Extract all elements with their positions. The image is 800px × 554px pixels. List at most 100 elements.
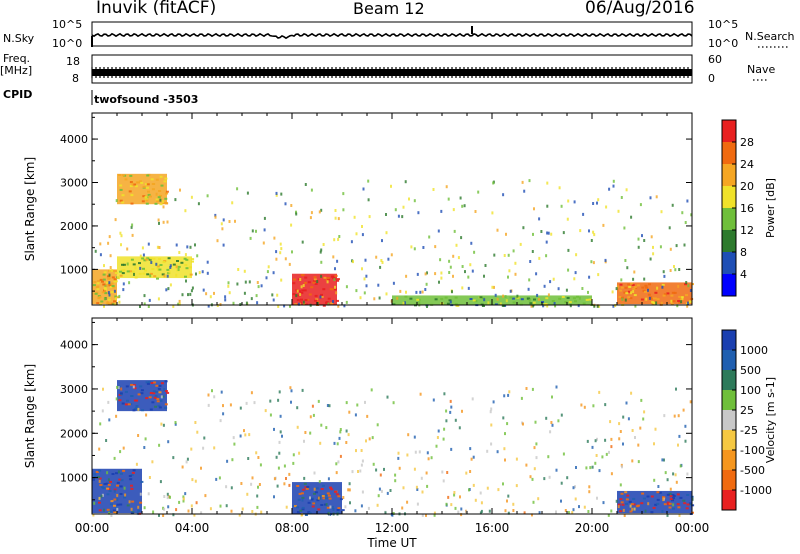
velocity-panel-point [342, 496, 345, 499]
power-panel-point [680, 300, 683, 304]
velocity-panel-point [574, 485, 576, 489]
nsky-line [91, 32, 693, 40]
velocity-panel-point [354, 509, 357, 513]
velocity-panel-speckle [140, 392, 144, 395]
velocity-panel-speckle [296, 506, 300, 509]
power-panel-point [155, 262, 158, 266]
power-colorbar-swatch [722, 120, 736, 142]
velocity-panel-speckle [158, 406, 162, 409]
velocity-panel-point [251, 476, 254, 480]
velocity-panel-speckle [113, 498, 117, 501]
power-panel-speckle [121, 272, 125, 275]
power-panel-speckle [329, 288, 333, 291]
velocity-panel-speckle [95, 471, 99, 473]
power-panel-speckle [620, 286, 624, 289]
velocity-panel-point [618, 437, 621, 441]
velocity-panel-point [468, 488, 470, 492]
power-panel-point [415, 290, 418, 294]
power-panel-point [674, 268, 677, 272]
power-panel-point [139, 266, 142, 270]
power-panel-point [175, 273, 178, 277]
velocity-panel-speckle [137, 509, 141, 512]
power-panel-speckle [93, 281, 97, 283]
power-panel-speckle [440, 297, 444, 300]
power-panel-point [280, 192, 283, 196]
power-panel-point [109, 266, 112, 269]
velocity-panel-point [101, 409, 104, 413]
power-panel-point [228, 220, 231, 223]
velocity-panel-point [107, 400, 110, 404]
power-panel-speckle [185, 258, 189, 261]
velocity-panel-point [110, 514, 113, 517]
power-panel-speckle [644, 284, 648, 287]
power-panel-point [483, 298, 486, 302]
power-panel-point [461, 286, 464, 290]
velocity-panel-point [289, 386, 292, 390]
velocity-panel-speckle [301, 496, 305, 499]
velocity-panel-point [301, 513, 304, 517]
power-panel-point [300, 285, 303, 289]
velocity-panel-point [454, 418, 457, 422]
velocity-panel-point [226, 459, 229, 463]
power-panel-speckle [119, 199, 123, 202]
velocity-panel-speckle [679, 496, 683, 499]
power-panel-point [684, 221, 687, 224]
velocity-panel-speckle [128, 475, 132, 477]
velocity-colorbar-frame [721, 329, 737, 511]
power-colorbar-tick-label: 8 [740, 246, 747, 259]
velocity-panel-point [520, 396, 523, 400]
power-panel-speckle [320, 295, 324, 298]
velocity-panel-speckle [113, 504, 116, 507]
velocity-panel-speckle [656, 491, 660, 494]
velocity-panel-speckle [304, 514, 308, 516]
power-panel-speckle [116, 296, 120, 299]
velocity-panel-point [562, 452, 565, 456]
velocity-panel-speckle [337, 495, 341, 498]
power-panel-speckle [633, 286, 637, 289]
power-panel-point [538, 256, 541, 260]
time-tick-label: 16:00 [475, 521, 510, 535]
velocity-panel-speckle [663, 503, 667, 506]
power-panel-speckle [585, 298, 589, 301]
velocity-panel-point [437, 429, 440, 433]
velocity-panel-point [446, 471, 449, 474]
velocity-panel-point [450, 447, 453, 451]
power-panel-speckle [113, 280, 117, 283]
power-panel-region [117, 256, 192, 279]
power-panel-speckle [102, 278, 106, 281]
velocity-panel-point [119, 450, 122, 454]
power-panel-point [190, 289, 193, 293]
power-panel-point [670, 299, 673, 303]
power-panel-point [289, 304, 291, 308]
velocity-panel-point [535, 456, 538, 460]
velocity-panel-point [292, 461, 295, 465]
power-panel-point [581, 287, 584, 290]
velocity-panel-point [366, 414, 369, 418]
power-panel-point [168, 270, 171, 274]
velocity-panel-point [470, 457, 473, 461]
velocity-panel-point [508, 390, 511, 394]
velocity-panel-point [301, 388, 304, 392]
velocity-panel-point [339, 454, 342, 458]
power-panel-point [120, 234, 123, 238]
power-panel-point [535, 272, 538, 276]
velocity-panel-point [207, 403, 210, 407]
power-panel-point [593, 304, 596, 308]
power-panel-point [174, 198, 177, 202]
power-panel-speckle [647, 293, 651, 296]
power-panel-point [345, 300, 348, 304]
power-panel-speckle [327, 297, 331, 300]
velocity-panel-point [523, 511, 526, 515]
velocity-panel-point [222, 412, 225, 416]
velocity-panel-point [106, 471, 109, 475]
velocity-panel-point [167, 505, 170, 509]
power-panel-point [496, 228, 499, 232]
power-panel-point [352, 260, 354, 264]
velocity-panel-speckle [676, 493, 680, 496]
velocity-panel-point [256, 505, 259, 509]
velocity-panel-point [239, 434, 242, 438]
power-panel-speckle [96, 288, 100, 291]
velocity-panel-point [557, 419, 560, 423]
velocity-panel-point [158, 443, 161, 447]
velocity-panel-point [633, 507, 636, 511]
